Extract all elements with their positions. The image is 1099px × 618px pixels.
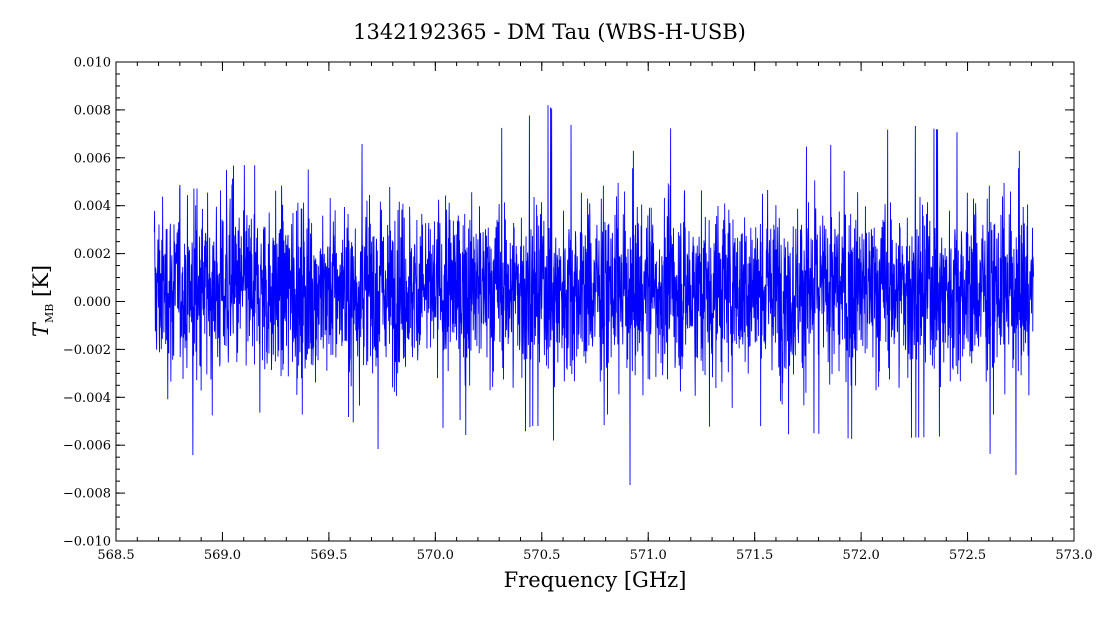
x-tick-labels: 568.5 569.0 569.5 570.0 570.5 571.0 571.5 572.0… <box>97 548 1092 563</box>
x-tick-label: 571.0 <box>630 548 667 563</box>
y-axis-unit: [K] <box>29 265 53 304</box>
plot-frame <box>115 61 1075 542</box>
x-tick-label: 572.5 <box>949 548 986 563</box>
y-tick-label: −0.004 <box>63 391 111 406</box>
series-group <box>153 105 1034 485</box>
chart-title: 1342192365 - DM Tau (WBS-H-USB) <box>353 20 746 44</box>
y-tick-label: −0.010 <box>63 535 111 550</box>
y-axis-subscript: MB <box>43 304 56 323</box>
y-tick-label: 0.010 <box>74 56 111 71</box>
y-tick-label: −0.002 <box>63 343 111 358</box>
x-tick-label: 569.0 <box>204 548 241 563</box>
x-tick-label: 573.0 <box>1055 548 1092 563</box>
x-tick-label: 572.0 <box>843 548 880 563</box>
y-tick-label: 0.004 <box>74 199 111 214</box>
x-tick-label: 570.5 <box>523 548 560 563</box>
spectrum-series-line <box>153 105 1034 485</box>
y-tick-labels: −0.010 −0.008 −0.006 −0.004 −0.002 0.000 0.002… <box>63 56 111 550</box>
axis-ticks <box>115 61 1075 542</box>
x-tick-label: 571.5 <box>736 548 773 563</box>
x-tick-label: 568.5 <box>97 548 134 563</box>
x-tick-label: 569.5 <box>310 548 347 563</box>
y-tick-label: −0.006 <box>63 439 111 454</box>
y-axis-symbol: T <box>29 321 53 337</box>
y-tick-label: 0.000 <box>74 295 111 310</box>
x-axis-label: Frequency [GHz] <box>504 568 687 592</box>
y-tick-label: 0.002 <box>74 247 111 262</box>
y-axis-label: TMB [K] <box>29 265 56 337</box>
y-tick-label: 0.008 <box>74 103 111 118</box>
x-tick-label: 570.0 <box>417 548 454 563</box>
y-tick-label: 0.006 <box>74 151 111 166</box>
y-tick-label: −0.008 <box>63 487 111 502</box>
